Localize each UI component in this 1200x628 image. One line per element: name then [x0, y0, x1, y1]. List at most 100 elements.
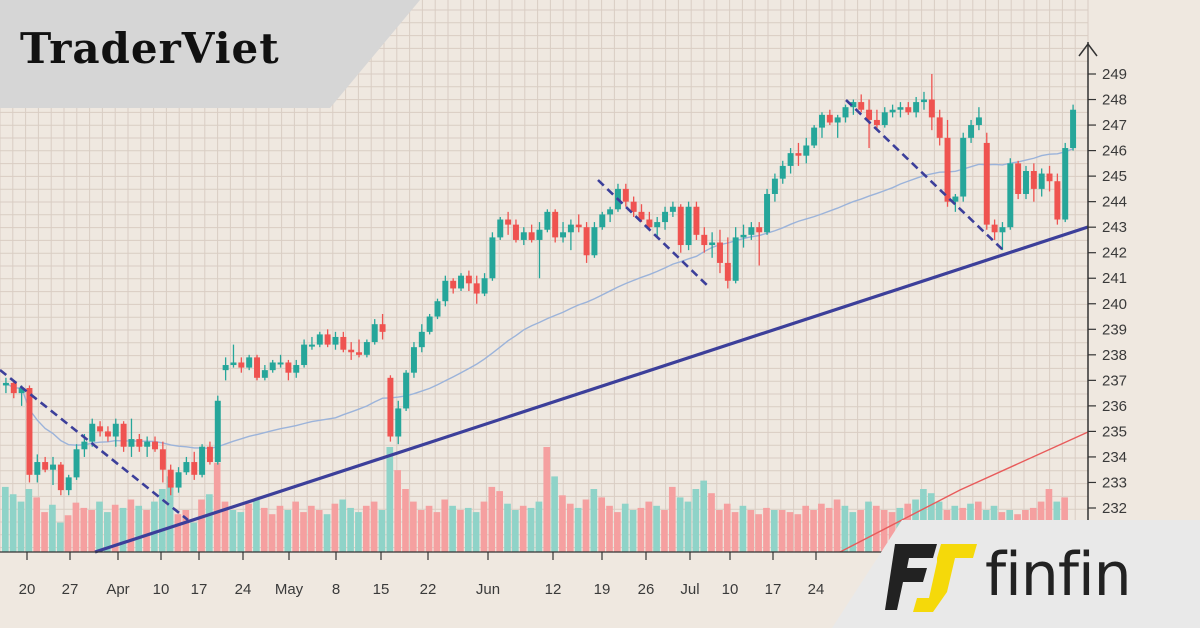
- y-tick-label: 232: [1102, 500, 1127, 517]
- volume-bar: [143, 510, 150, 552]
- candle-down: [646, 219, 653, 228]
- volume-bar: [763, 507, 770, 552]
- volume-bar: [857, 510, 864, 552]
- axes: 232 233 234 235 236 237 238 239 240 241 242 243 244 2…: [0, 42, 1127, 598]
- candle-down: [944, 137, 951, 202]
- volume-bar: [574, 507, 582, 552]
- volume-bar: [716, 510, 723, 552]
- x-tick-label: 10: [153, 581, 170, 598]
- x-tick-label: 17: [191, 581, 208, 598]
- volume-bar: [323, 514, 331, 552]
- candle-down: [928, 99, 935, 118]
- volume-bar: [64, 515, 72, 552]
- volume-bar: [825, 507, 833, 552]
- candle-up: [599, 214, 606, 228]
- candle-up: [230, 362, 237, 366]
- candle-down: [1030, 171, 1037, 189]
- candle-down: [356, 352, 363, 355]
- volume-bar: [794, 514, 802, 552]
- candle-up: [269, 362, 276, 371]
- volume-bar: [276, 505, 284, 552]
- volume-bar: [245, 503, 252, 552]
- x-tick-label: Apr: [106, 581, 129, 598]
- y-tick-label: 241: [1102, 270, 1127, 287]
- x-tick-label: 26: [638, 581, 655, 598]
- volume-bar: [708, 493, 715, 552]
- candle-up: [560, 232, 567, 238]
- candle-up: [2, 382, 9, 386]
- volume-bar: [96, 501, 103, 552]
- candle-down: [1046, 173, 1053, 182]
- candle-up: [811, 127, 818, 146]
- candle-up: [960, 137, 967, 197]
- candle-up: [1062, 148, 1069, 220]
- volume-bar: [692, 489, 700, 552]
- x-tick-label: 8: [332, 581, 340, 598]
- volume-bar: [731, 512, 739, 552]
- volume-bar: [598, 497, 605, 552]
- candle-down: [795, 153, 802, 156]
- volume-bar: [253, 499, 260, 552]
- volume-bar: [362, 505, 370, 552]
- candle-up: [607, 209, 614, 215]
- candle-up: [732, 237, 739, 281]
- candle-up: [850, 102, 857, 108]
- x-tick-label: 10: [722, 581, 739, 598]
- y-tick-label: 248: [1102, 92, 1127, 109]
- candle-down: [379, 324, 386, 332]
- volume-bar: [457, 510, 464, 552]
- volume-bar: [88, 510, 95, 552]
- candle-up: [1070, 109, 1077, 149]
- y-tick-label: 242: [1102, 245, 1127, 262]
- volume-bar: [260, 507, 268, 552]
- candle-up: [442, 280, 449, 302]
- volume-bar: [268, 514, 276, 552]
- candle-up: [952, 196, 959, 202]
- candle-up: [489, 237, 496, 279]
- candle-down: [10, 382, 17, 394]
- volume-bar: [198, 499, 205, 552]
- volume-bar: [56, 522, 64, 552]
- volume-bar: [504, 503, 511, 552]
- candle-down: [583, 227, 590, 256]
- y-tick-label: 245: [1102, 168, 1127, 185]
- volume-bar: [841, 505, 849, 552]
- candle-down: [677, 206, 684, 246]
- x-tick-label: 12: [545, 581, 562, 598]
- volume-bar: [566, 503, 574, 552]
- candle-up: [73, 449, 80, 478]
- candle-up: [458, 275, 465, 289]
- y-tick-label: 238: [1102, 347, 1127, 364]
- volume-bar: [80, 507, 88, 552]
- candle-up: [293, 365, 300, 373]
- y-tick-label: 247: [1102, 117, 1127, 134]
- volume-bar: [488, 486, 496, 552]
- candle-down: [159, 449, 166, 470]
- volume-bar: [331, 503, 339, 552]
- volume-bar: [72, 502, 80, 552]
- volume-bar: [661, 510, 668, 552]
- volume-bar: [174, 514, 182, 552]
- volume-bar: [527, 507, 535, 552]
- volume-bar: [606, 505, 613, 552]
- candle-up: [363, 342, 370, 355]
- volume-bar: [723, 503, 731, 552]
- candle-down: [206, 446, 213, 463]
- volume-bar: [888, 512, 896, 552]
- candle-down: [693, 206, 700, 235]
- candle-up: [34, 462, 41, 475]
- candle-up: [199, 446, 206, 475]
- volume-bar: [535, 501, 543, 552]
- volume-bar: [872, 505, 880, 552]
- candle-up: [261, 370, 268, 378]
- moving-average-lines: [5, 148, 1089, 553]
- candle-down: [104, 431, 111, 437]
- candle-up: [913, 102, 920, 113]
- volume-bar: [127, 499, 135, 552]
- candle-up: [418, 331, 425, 348]
- candle-down: [512, 224, 519, 240]
- volume-bar: [637, 507, 645, 552]
- volume-bar: [770, 510, 778, 552]
- candle-up: [740, 234, 747, 238]
- volume-bar: [237, 512, 245, 552]
